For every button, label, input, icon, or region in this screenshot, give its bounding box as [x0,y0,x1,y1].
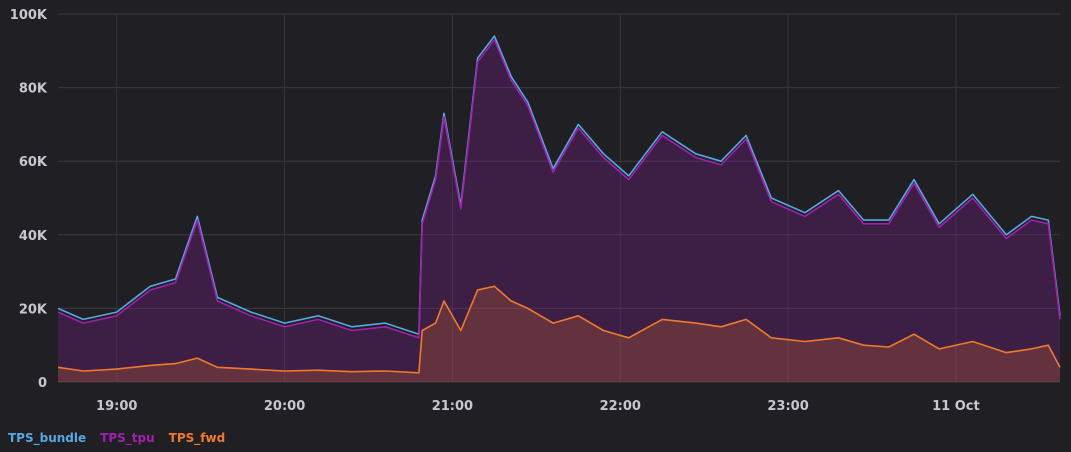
grid [58,13,1060,383]
series-areas [58,39,1060,383]
series-area-tps-tpu [58,39,1060,383]
legend: TPS_bundle TPS_tpu TPS_fwd [4,430,229,446]
x-tick-label: 20:00 [264,399,305,414]
series-line-tps-tpu[interactable] [57,39,1061,339]
y-tick-label: 100K [10,8,48,23]
series-line-tps-fwd[interactable] [57,285,1061,374]
y-tick-label: 40K [19,229,48,244]
y-tick-label: 20K [19,302,48,317]
x-axis: 19:00 20:00 21:00 22:00 23:00 11 Oct [96,399,980,414]
y-tick-label: 80K [19,82,48,97]
series-area-tps-fwd [58,286,1060,382]
y-tick-label: 0 [38,376,47,391]
x-tick-label: 19:00 [96,399,137,414]
y-axis: 0 20K 40K 60K 80K 100K [10,8,48,391]
x-tick-label: 22:00 [600,399,641,414]
x-tick-label: 21:00 [432,399,473,414]
legend-item-tps-tpu[interactable]: TPS_tpu [100,431,155,445]
series-line-tps-bundle[interactable] [57,35,1061,335]
x-tick-label: 23:00 [767,399,808,414]
legend-item-tps-fwd[interactable]: TPS_fwd [168,431,226,445]
series-lines [57,35,1061,374]
x-tick-label: 11 Oct [932,399,980,414]
y-tick-label: 60K [19,155,48,170]
tps-chart[interactable]: 0 20K 40K 60K 80K 100K 19:00 20:00 21:00 22:00 23… [0,0,1071,425]
legend-item-tps-bundle[interactable]: TPS_bundle [8,431,87,445]
